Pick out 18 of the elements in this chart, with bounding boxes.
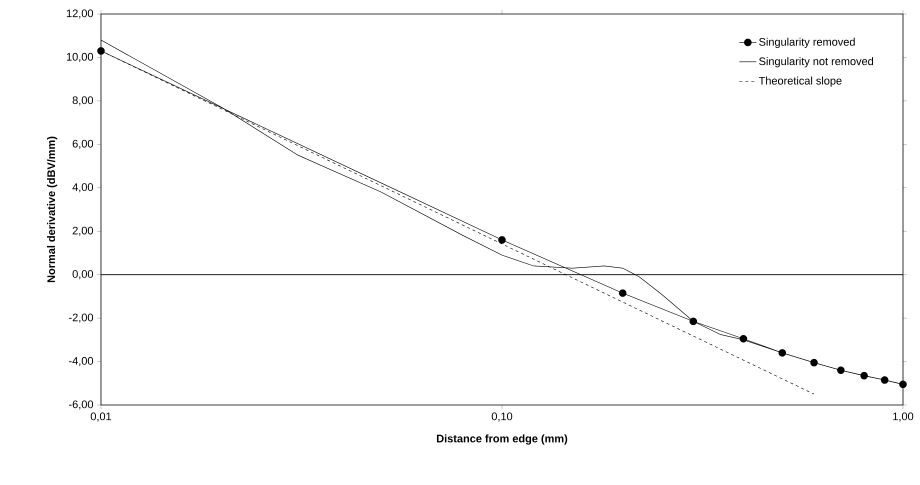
x-tick-label: 0,01 [90, 412, 112, 422]
y-tick-label: 4,00 [72, 183, 94, 192]
y-tick-label: 12,00 [66, 9, 94, 19]
y-tick-label: 8,00 [72, 96, 94, 106]
y-tick-label: -2,00 [69, 314, 94, 323]
y-tick-label: 10,00 [66, 52, 94, 62]
y-tick-label: -6,00 [69, 400, 94, 410]
y-tick-label: 6,00 [72, 140, 94, 149]
x-axis-title: Distance from edge (mm) [436, 434, 568, 445]
legend-label: Singularity not removed [759, 57, 874, 68]
legend-label: Theoretical slope [758, 76, 842, 87]
y-tick-label: -4,00 [69, 357, 94, 366]
y-tick-label: 0,00 [72, 270, 94, 280]
y-axis-title: Normal derivative (dBV/mm) [47, 136, 58, 282]
x-tick-label: 0,10 [492, 412, 512, 422]
y-tick-label: 2,00 [72, 226, 94, 236]
x-tick-label: 1,00 [893, 412, 914, 422]
legend-label: Singularity removed [759, 38, 855, 48]
